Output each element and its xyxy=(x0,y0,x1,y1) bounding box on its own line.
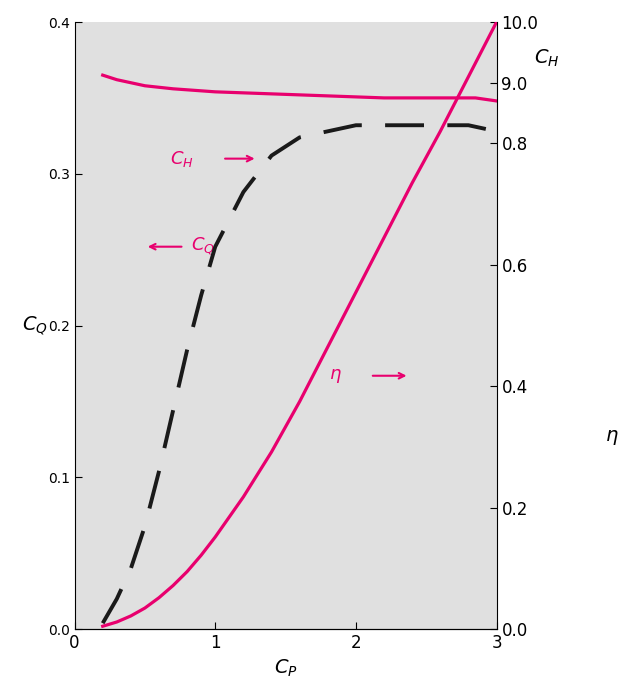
Text: $\eta$: $\eta$ xyxy=(605,428,619,447)
Y-axis label: $C_Q$: $C_Q$ xyxy=(22,314,48,337)
Y-axis label: $C_H$: $C_H$ xyxy=(534,48,560,69)
X-axis label: $C_P$: $C_P$ xyxy=(274,658,297,679)
Text: $C_Q$: $C_Q$ xyxy=(191,236,216,257)
Text: $\eta$: $\eta$ xyxy=(329,366,342,384)
Text: $C_H$: $C_H$ xyxy=(171,149,194,169)
